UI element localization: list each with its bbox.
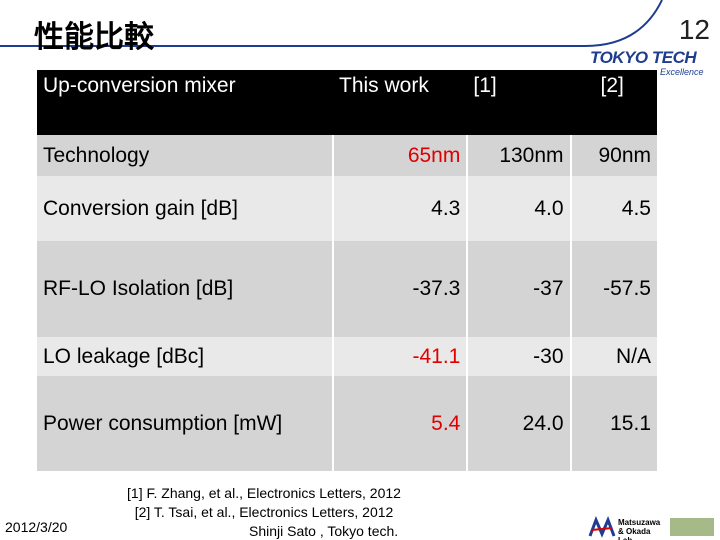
header-row: Up-conversion mixer This work [1] [2] (37, 70, 657, 135)
row: Technology 65nm 130nm 90nm (37, 135, 657, 176)
cell: 130nm (466, 135, 571, 176)
cell: 15.1 (569, 376, 657, 471)
references: [1] F. Zhang, et al., Electronics Letter… (0, 484, 528, 522)
reference: [1] F. Zhang, et al., Electronics Letter… (127, 485, 401, 501)
row: Power consumption [mW] 5.4 24.0 15.1 (37, 376, 657, 471)
cell: -57.5 (569, 241, 657, 337)
logo: TOKYO TECH (590, 48, 697, 67)
row-label: Technology (37, 135, 333, 176)
reference: [2] T. Tsai, et al., Electronics Letters… (134, 504, 394, 520)
row: RF-LO Isolation [dB] -37.3 -37 -57.5 (37, 241, 657, 337)
cell: 4.5 (569, 176, 657, 241)
row-label: Power consumption [mW] (37, 376, 333, 471)
cell: 4.0 (466, 176, 571, 241)
slide-title: 性能比較 (34, 20, 154, 55)
cell: 5.4 (331, 376, 468, 471)
header-cell: This work (333, 70, 468, 135)
row-label: RF-LO Isolation [dB] (37, 241, 333, 337)
row-label: Conversion gain [dB] (37, 176, 333, 241)
cell: 65nm (331, 135, 468, 176)
cell: -41.1 (331, 337, 468, 376)
lab-name: Matsuzawa & Okada Lab. (618, 518, 661, 540)
author: Shinji Sato , Tokyo tech. (249, 523, 399, 539)
cell: 4.3 (331, 176, 468, 241)
header-cell: Up-conversion mixer (37, 70, 333, 135)
lab-icon (588, 515, 714, 538)
row-label: LO leakage [dBc] (37, 337, 333, 376)
header-cell: [1] (467, 70, 571, 135)
cell: 90nm (569, 135, 657, 176)
comparison-table: Up-conversion mixer This work [1] [2] Te… (37, 70, 657, 471)
row: LO leakage [dBc] -41.1 -30 N/A (37, 337, 657, 376)
row: Conversion gain [dB] 4.3 4.0 4.5 (37, 176, 657, 241)
cell: -30 (466, 337, 571, 376)
header-cell: [2] (570, 70, 657, 135)
cell: -37 (466, 241, 571, 337)
title-underline (0, 0, 663, 47)
page-number: 12 (678, 14, 710, 45)
cell: -37.3 (331, 241, 468, 337)
cell: 24.0 (466, 376, 571, 471)
logo-tagline: Excellence (660, 67, 704, 77)
cell: N/A (569, 337, 657, 376)
date: 2012/3/20 (5, 519, 68, 535)
